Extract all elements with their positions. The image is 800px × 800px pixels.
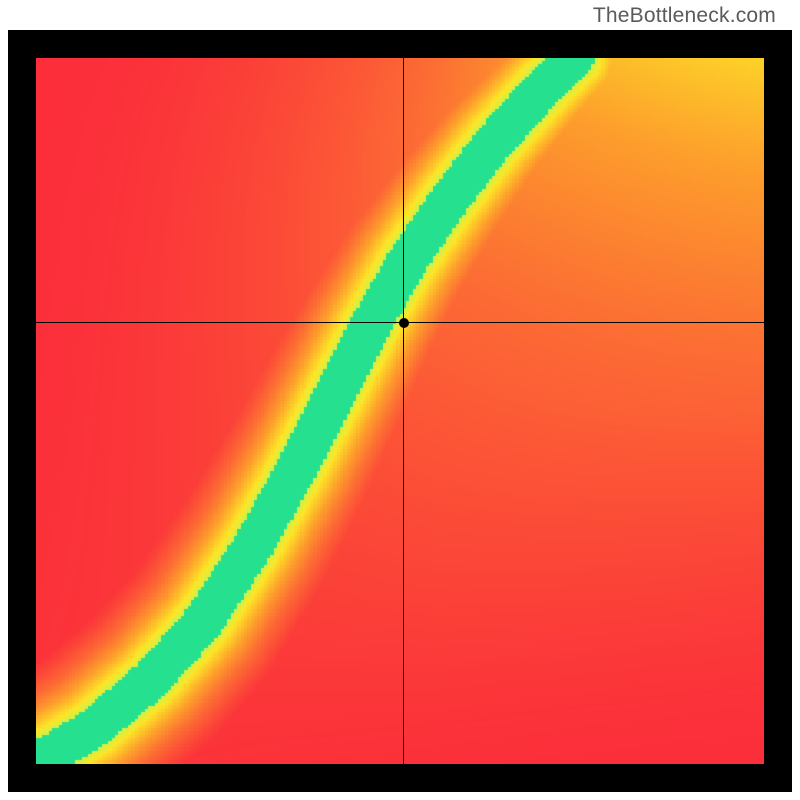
crosshair-marker [399,318,409,328]
plot-frame [8,30,792,792]
crosshair-vertical [403,58,404,764]
plot-area [36,58,764,764]
heatmap-canvas [36,58,764,764]
chart-container: TheBottleneck.com [0,0,800,800]
watermark-text: TheBottleneck.com [593,4,776,28]
